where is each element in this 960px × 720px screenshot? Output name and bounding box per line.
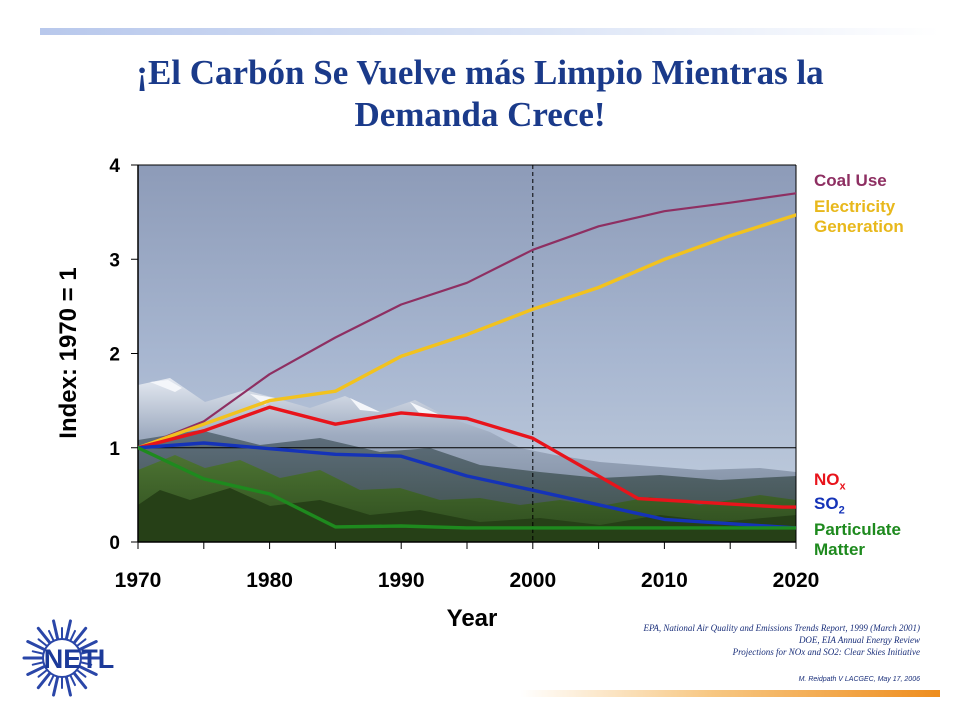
y-axis-title: Index: 1970 = 1 (55, 267, 82, 438)
legend-so2: SO2 (814, 494, 845, 520)
legend-coal-use-text: Coal Use (814, 171, 887, 190)
logo-ray (78, 661, 93, 666)
legend-electricity-generation: Electricity Generation (814, 197, 904, 237)
logo-ray (26, 640, 48, 652)
logo-ray (36, 626, 53, 646)
title-line-2: Demanda Crece! (354, 95, 606, 134)
netl-sunburst-logo: NETL (22, 616, 132, 700)
slide-title: ¡El Carbón Se Vuelve más Limpio Mientras… (40, 52, 920, 136)
x-tick-label: 1980 (246, 569, 293, 592)
series-line-so2 (138, 441, 796, 530)
y-tick-label: 4 (109, 156, 120, 177)
x-tick-label: 1990 (378, 569, 425, 592)
netl-logo-graphic: NETL (22, 619, 115, 697)
author-credit: M. Reidpath V LACGEC, May 17, 2006 (798, 676, 920, 683)
title-line-1: ¡El Carbón Se Vuelve más Limpio Mientras… (136, 53, 824, 92)
x-tick-label: 1970 (115, 569, 162, 592)
y-tick-label: 3 (109, 250, 120, 271)
legend-pm-line2: Matter (814, 540, 866, 559)
logo-ray (31, 661, 46, 666)
legend-electricity-line1: Electricity (814, 197, 896, 216)
series-line-electricity-generation (138, 213, 796, 450)
legend-so2-sub: 2 (838, 504, 845, 517)
logo-ray (76, 664, 98, 676)
x-tick-label: 2000 (509, 569, 556, 592)
y-tick-label: 0 (109, 533, 120, 554)
legend-so2-main: SO (814, 494, 839, 513)
top-accent-bar (40, 28, 940, 35)
logo-ray (71, 626, 88, 646)
source-line-3: Projections for NOx and SO2: Clear Skies… (732, 647, 920, 657)
logo-ray (76, 640, 98, 652)
legend-coal-use: Coal Use (814, 171, 887, 191)
legend-electricity-line2: Generation (814, 217, 904, 236)
legend-nox-sub: x (839, 480, 846, 493)
y-tick-label: 2 (109, 345, 120, 366)
legend-nox-main: NO (814, 470, 840, 489)
series-line-particulate-matter (138, 446, 796, 530)
logo-ray (52, 619, 60, 642)
logo-text: NETL (44, 644, 115, 674)
source-line-2: DOE, EIA Annual Energy Review (798, 635, 920, 645)
logo-ray (26, 664, 48, 676)
y-tick-label: 1 (109, 439, 120, 460)
x-tick-label: 2010 (641, 569, 688, 592)
source-notes: EPA, National Air Quality and Emissions … (500, 622, 921, 658)
series-line-nox (138, 405, 796, 509)
logo-ray (64, 674, 72, 697)
legend-nox: NOx (814, 470, 846, 496)
x-axis-title: Year (447, 605, 498, 632)
source-line-1: EPA, National Air Quality and Emissions … (643, 623, 921, 633)
legend-particulate-matter: Particulate Matter (814, 520, 901, 560)
legend-pm-line1: Particulate (814, 520, 901, 539)
chart-axes (131, 164, 797, 549)
logo-ray (36, 670, 53, 690)
logo-ray (52, 674, 60, 697)
logo-ray (64, 619, 72, 642)
logo-ray (31, 650, 46, 655)
bottom-accent-bar (520, 690, 940, 697)
series-line-coal-use (138, 192, 796, 449)
tick-labels: 1970 1980 1990 2000 2010 2020 0 1 2 3 4 (109, 156, 819, 592)
logo-ray (71, 670, 88, 690)
x-tick-label: 2020 (773, 569, 820, 592)
logo-ray (78, 650, 93, 655)
series-lines (138, 192, 796, 530)
